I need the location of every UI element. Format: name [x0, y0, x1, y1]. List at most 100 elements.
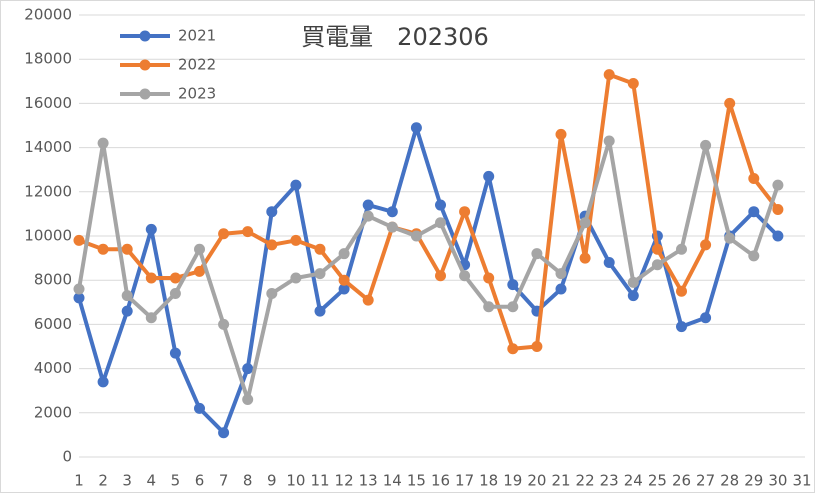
point: [145, 312, 157, 324]
point: [507, 301, 519, 313]
x-tick-label: 12: [335, 472, 354, 490]
point: [218, 427, 230, 439]
point: [266, 239, 278, 251]
point: [627, 290, 639, 302]
point: [555, 268, 567, 280]
point: [338, 283, 350, 295]
point: [169, 272, 181, 284]
point: [314, 268, 326, 280]
legend-label: 2022: [178, 56, 216, 74]
point: [169, 287, 181, 299]
legend-marker: [139, 30, 151, 42]
point: [410, 230, 422, 242]
x-tick-label: 1: [74, 472, 84, 490]
legend-label: 2023: [178, 85, 216, 103]
x-tick-label: 30: [768, 472, 787, 490]
y-tick-label: 2000: [34, 403, 72, 421]
point: [121, 290, 133, 302]
point: [627, 276, 639, 288]
point: [386, 206, 398, 218]
point: [435, 270, 446, 282]
point: [603, 69, 615, 81]
x-tick-label: 19: [503, 472, 522, 490]
point: [362, 294, 374, 306]
point: [603, 257, 615, 269]
point: [266, 206, 278, 218]
point: [218, 228, 230, 240]
point: [531, 248, 543, 260]
point: [483, 170, 495, 182]
point: [145, 223, 157, 235]
point: [772, 230, 784, 242]
point: [194, 265, 205, 277]
point: [242, 363, 254, 375]
x-tick-label: 11: [310, 472, 329, 490]
x-tick-label: 5: [171, 472, 181, 490]
x-tick-label: 23: [600, 472, 619, 490]
point: [579, 252, 591, 264]
point: [676, 321, 687, 333]
x-tick-label: 16: [431, 472, 450, 490]
x-tick-label: 7: [219, 472, 229, 490]
point: [218, 318, 230, 330]
point: [435, 199, 446, 211]
point: [314, 243, 326, 255]
point: [459, 206, 471, 218]
x-tick-label: 27: [696, 472, 715, 490]
y-tick-label: 10000: [24, 227, 72, 245]
x-tick-label: 14: [383, 472, 402, 490]
point: [627, 78, 639, 90]
y-tick-label: 8000: [34, 271, 72, 289]
point: [724, 232, 736, 244]
x-tick-label: 3: [122, 472, 132, 490]
point: [676, 285, 687, 297]
x-tick-label: 20: [527, 472, 546, 490]
point: [772, 203, 784, 215]
point: [772, 179, 784, 191]
point: [700, 139, 712, 151]
point: [145, 272, 157, 284]
x-tick-label: 8: [243, 472, 253, 490]
x-tick-label: 17: [455, 472, 474, 490]
point: [459, 270, 471, 282]
point: [700, 239, 712, 251]
x-tick-label: 22: [576, 472, 595, 490]
point: [651, 259, 663, 271]
point: [748, 250, 760, 262]
x-tick-label: 31: [792, 472, 811, 490]
point: [194, 243, 205, 255]
point: [290, 272, 302, 284]
legend-marker: [139, 88, 151, 100]
x-tick-label: 29: [744, 472, 763, 490]
point: [362, 210, 374, 222]
point: [724, 97, 736, 109]
point: [97, 243, 109, 255]
point: [507, 343, 519, 355]
point: [314, 305, 326, 317]
y-tick-label: 18000: [24, 50, 72, 68]
point: [651, 243, 663, 255]
point: [748, 173, 760, 185]
point: [555, 283, 567, 295]
point: [242, 226, 254, 238]
y-tick-label: 0: [62, 448, 72, 466]
x-tick-label: 26: [672, 472, 691, 490]
y-tick-label: 14000: [24, 138, 72, 156]
point: [386, 221, 398, 233]
point: [73, 292, 85, 304]
y-tick-label: 20000: [24, 6, 72, 24]
point: [194, 402, 205, 414]
point: [410, 122, 422, 134]
x-tick-label: 10: [286, 472, 305, 490]
point: [362, 199, 374, 211]
point: [507, 279, 519, 291]
point: [290, 179, 302, 191]
point: [555, 128, 567, 140]
x-tick-label: 18: [479, 472, 498, 490]
y-tick-label: 6000: [34, 315, 72, 333]
point: [338, 274, 350, 286]
point: [700, 312, 712, 324]
x-tick-label: 15: [407, 472, 426, 490]
x-tick-label: 6: [195, 472, 205, 490]
